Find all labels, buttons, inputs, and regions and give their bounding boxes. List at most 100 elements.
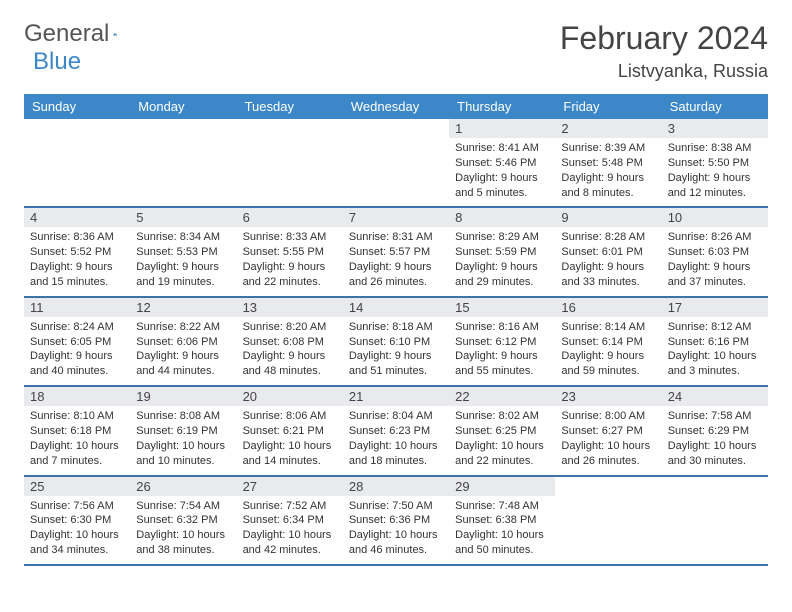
day-cell: 26Sunrise: 7:54 AMSunset: 6:32 PMDayligh… — [130, 476, 236, 565]
day-info: Sunrise: 8:12 AMSunset: 6:16 PMDaylight:… — [662, 317, 768, 385]
header-right: February 2024 Listvyanka, Russia — [560, 20, 768, 82]
day1-text: Daylight: 9 hours — [561, 260, 655, 275]
day-info: Sunrise: 8:24 AMSunset: 6:05 PMDaylight:… — [24, 317, 130, 385]
day-cell: 8Sunrise: 8:29 AMSunset: 5:59 PMDaylight… — [449, 207, 555, 296]
sunset-text: Sunset: 6:38 PM — [455, 513, 549, 528]
day-cell — [237, 119, 343, 207]
day-cell: 15Sunrise: 8:16 AMSunset: 6:12 PMDayligh… — [449, 297, 555, 386]
day-cell: 7Sunrise: 8:31 AMSunset: 5:57 PMDaylight… — [343, 207, 449, 296]
day-info: Sunrise: 8:31 AMSunset: 5:57 PMDaylight:… — [343, 227, 449, 295]
day1-text: Daylight: 9 hours — [30, 260, 124, 275]
sunset-text: Sunset: 6:14 PM — [561, 335, 655, 350]
location: Listvyanka, Russia — [560, 61, 768, 82]
day2-text: and 26 minutes. — [561, 454, 655, 469]
day2-text: and 22 minutes. — [455, 454, 549, 469]
day1-text: Daylight: 9 hours — [243, 349, 337, 364]
sunrise-text: Sunrise: 7:58 AM — [668, 409, 762, 424]
day-cell: 1Sunrise: 8:41 AMSunset: 5:46 PMDaylight… — [449, 119, 555, 207]
day-header: Monday — [130, 94, 236, 119]
day-info: Sunrise: 8:33 AMSunset: 5:55 PMDaylight:… — [237, 227, 343, 295]
sunset-text: Sunset: 5:50 PM — [668, 156, 762, 171]
day1-text: Daylight: 10 hours — [136, 528, 230, 543]
day-cell: 21Sunrise: 8:04 AMSunset: 6:23 PMDayligh… — [343, 386, 449, 475]
sunset-text: Sunset: 5:52 PM — [30, 245, 124, 260]
day1-text: Daylight: 10 hours — [30, 439, 124, 454]
sunrise-text: Sunrise: 8:38 AM — [668, 141, 762, 156]
sunrise-text: Sunrise: 8:34 AM — [136, 230, 230, 245]
sunset-text: Sunset: 6:06 PM — [136, 335, 230, 350]
day1-text: Daylight: 10 hours — [455, 439, 549, 454]
month-title: February 2024 — [560, 20, 768, 57]
day2-text: and 5 minutes. — [455, 186, 549, 201]
day2-text: and 48 minutes. — [243, 364, 337, 379]
day1-text: Daylight: 9 hours — [243, 260, 337, 275]
day-number: 2 — [555, 119, 661, 138]
day-info: Sunrise: 8:18 AMSunset: 6:10 PMDaylight:… — [343, 317, 449, 385]
sunset-text: Sunset: 6:30 PM — [30, 513, 124, 528]
sunset-text: Sunset: 6:29 PM — [668, 424, 762, 439]
sunset-text: Sunset: 6:12 PM — [455, 335, 549, 350]
sunset-text: Sunset: 6:21 PM — [243, 424, 337, 439]
day2-text: and 29 minutes. — [455, 275, 549, 290]
sunrise-text: Sunrise: 8:24 AM — [30, 320, 124, 335]
day-number: 26 — [130, 477, 236, 496]
day2-text: and 46 minutes. — [349, 543, 443, 558]
sunrise-text: Sunrise: 8:00 AM — [561, 409, 655, 424]
day-cell — [343, 119, 449, 207]
day-cell: 17Sunrise: 8:12 AMSunset: 6:16 PMDayligh… — [662, 297, 768, 386]
day2-text: and 33 minutes. — [561, 275, 655, 290]
sunset-text: Sunset: 6:08 PM — [243, 335, 337, 350]
sunrise-text: Sunrise: 8:31 AM — [349, 230, 443, 245]
day-info: Sunrise: 8:29 AMSunset: 5:59 PMDaylight:… — [449, 227, 555, 295]
day-number: 1 — [449, 119, 555, 138]
day-cell: 10Sunrise: 8:26 AMSunset: 6:03 PMDayligh… — [662, 207, 768, 296]
sunrise-text: Sunrise: 8:02 AM — [455, 409, 549, 424]
day1-text: Daylight: 9 hours — [561, 349, 655, 364]
day-cell: 24Sunrise: 7:58 AMSunset: 6:29 PMDayligh… — [662, 386, 768, 475]
header: General February 2024 Listvyanka, Russia — [24, 20, 768, 82]
day-number: 5 — [130, 208, 236, 227]
day-header: Saturday — [662, 94, 768, 119]
day-number: 23 — [555, 387, 661, 406]
day-number: 8 — [449, 208, 555, 227]
day-number: 14 — [343, 298, 449, 317]
logo-text-2: Blue — [33, 48, 81, 76]
day-number: 13 — [237, 298, 343, 317]
day-number: 25 — [24, 477, 130, 496]
sunrise-text: Sunrise: 8:33 AM — [243, 230, 337, 245]
day-cell: 11Sunrise: 8:24 AMSunset: 6:05 PMDayligh… — [24, 297, 130, 386]
sail-icon — [113, 25, 118, 43]
day-number: 27 — [237, 477, 343, 496]
day1-text: Daylight: 10 hours — [243, 528, 337, 543]
day1-text: Daylight: 9 hours — [349, 260, 443, 275]
sunset-text: Sunset: 6:18 PM — [30, 424, 124, 439]
day1-text: Daylight: 9 hours — [136, 260, 230, 275]
day2-text: and 30 minutes. — [668, 454, 762, 469]
day-cell: 2Sunrise: 8:39 AMSunset: 5:48 PMDaylight… — [555, 119, 661, 207]
day-cell: 19Sunrise: 8:08 AMSunset: 6:19 PMDayligh… — [130, 386, 236, 475]
day-info: Sunrise: 8:00 AMSunset: 6:27 PMDaylight:… — [555, 406, 661, 474]
day-cell — [130, 119, 236, 207]
day1-text: Daylight: 9 hours — [455, 171, 549, 186]
day-cell: 28Sunrise: 7:50 AMSunset: 6:36 PMDayligh… — [343, 476, 449, 565]
day2-text: and 3 minutes. — [668, 364, 762, 379]
day2-text: and 15 minutes. — [30, 275, 124, 290]
day-cell: 20Sunrise: 8:06 AMSunset: 6:21 PMDayligh… — [237, 386, 343, 475]
day2-text: and 10 minutes. — [136, 454, 230, 469]
sunset-text: Sunset: 6:23 PM — [349, 424, 443, 439]
sunrise-text: Sunrise: 7:56 AM — [30, 499, 124, 514]
sunrise-text: Sunrise: 8:18 AM — [349, 320, 443, 335]
day-cell: 23Sunrise: 8:00 AMSunset: 6:27 PMDayligh… — [555, 386, 661, 475]
sunrise-text: Sunrise: 7:50 AM — [349, 499, 443, 514]
day-info: Sunrise: 8:16 AMSunset: 6:12 PMDaylight:… — [449, 317, 555, 385]
day-cell: 16Sunrise: 8:14 AMSunset: 6:14 PMDayligh… — [555, 297, 661, 386]
sunrise-text: Sunrise: 8:29 AM — [455, 230, 549, 245]
week-row: 1Sunrise: 8:41 AMSunset: 5:46 PMDaylight… — [24, 119, 768, 207]
day2-text: and 7 minutes. — [30, 454, 124, 469]
day-header: Wednesday — [343, 94, 449, 119]
sunrise-text: Sunrise: 8:39 AM — [561, 141, 655, 156]
week-row: 11Sunrise: 8:24 AMSunset: 6:05 PMDayligh… — [24, 297, 768, 386]
day-cell: 5Sunrise: 8:34 AMSunset: 5:53 PMDaylight… — [130, 207, 236, 296]
day-number: 20 — [237, 387, 343, 406]
day-info: Sunrise: 8:28 AMSunset: 6:01 PMDaylight:… — [555, 227, 661, 295]
